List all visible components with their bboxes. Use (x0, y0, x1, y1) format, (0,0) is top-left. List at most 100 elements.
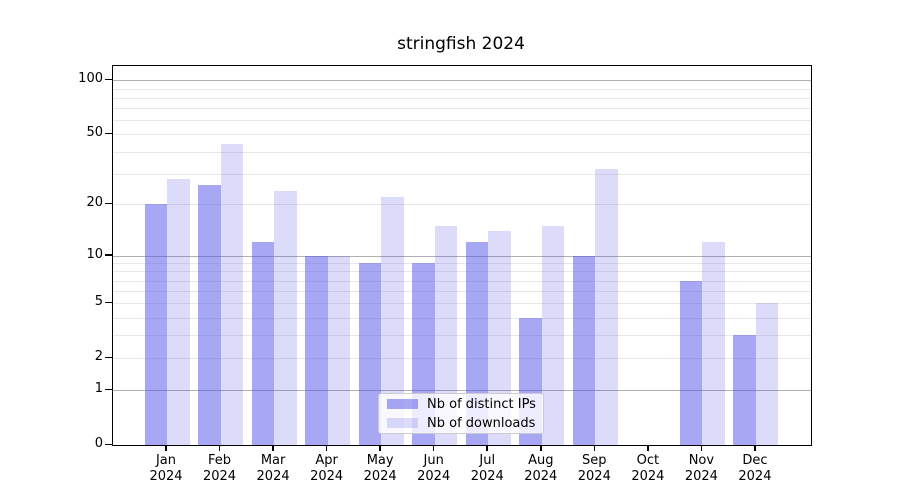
legend-swatch-downloads (387, 418, 418, 428)
bar-downloads-jan (167, 178, 190, 445)
x-tick-year: 2024 (470, 469, 504, 484)
gridline-minor (113, 108, 811, 110)
x-tick-year: 2024 (684, 469, 718, 484)
x-tick-mark (540, 445, 542, 451)
y-tick-mark (105, 254, 112, 256)
x-tick-mark (593, 445, 596, 451)
gridline-minor (113, 280, 811, 282)
gridline-minor (113, 263, 811, 265)
bar-distinct-ips-mar (251, 242, 275, 445)
bar-distinct-ips-dec (733, 335, 756, 445)
x-tick-label-sep: Sep 2024 (564, 453, 624, 485)
x-tick-year: 2024 (202, 469, 237, 484)
x-tick-label-jan: Jan 2024 (136, 453, 196, 485)
gridline-minor (113, 173, 811, 175)
bar-downloads-nov (702, 242, 725, 445)
y-tick-label: 20 (86, 195, 103, 211)
bar-distinct-ips-jan (144, 204, 167, 445)
x-tick-month: Oct (636, 453, 660, 468)
bar-downloads-feb (220, 144, 244, 445)
bar-downloads-aug (541, 225, 565, 445)
x-tick-month: Dec (742, 453, 768, 468)
bar-downloads-mar (274, 190, 297, 445)
bar-distinct-ips-sep (572, 255, 596, 445)
gridline-minor (113, 358, 811, 360)
gridline-minor (113, 303, 811, 305)
x-tick-mark (379, 445, 381, 451)
bar-distinct-ips-nov (679, 280, 703, 445)
gridline-minor (113, 151, 811, 153)
y-tick-label: 10 (86, 246, 103, 262)
y-tick-label: 50 (86, 125, 103, 141)
x-tick-label-nov: Nov 2024 (671, 453, 731, 485)
bar-downloads-sep (595, 168, 618, 445)
bar-downloads-dec (755, 303, 779, 445)
legend-item-downloads: Nb of downloads (387, 416, 537, 431)
x-tick-label-mar: Mar 2024 (243, 453, 303, 485)
x-tick-label-oct: Oct 2024 (618, 453, 678, 485)
x-tick-label-may: May 2024 (350, 453, 410, 485)
x-tick-year: 2024 (524, 469, 558, 484)
x-tick-label-dec: Dec 2024 (725, 453, 785, 485)
legend-label-distinct-ips: Nb of distinct IPs (427, 396, 536, 412)
gridline-minor (113, 271, 811, 273)
y-tick-label: 5 (94, 294, 103, 310)
x-tick-mark (700, 445, 703, 451)
x-tick-mark (486, 445, 488, 451)
y-tick-mark (105, 301, 112, 304)
x-tick-year: 2024 (256, 469, 290, 484)
bar-downloads-apr (327, 255, 351, 445)
gridline-major (113, 390, 811, 392)
x-tick-month: Jan (155, 453, 177, 468)
x-tick-year: 2024 (149, 469, 183, 484)
x-tick-mark (272, 445, 274, 451)
x-tick-label-aug: Aug 2024 (511, 453, 571, 485)
gridline-minor (113, 335, 811, 337)
bar-downloads-jun (434, 225, 458, 445)
x-tick-month: Nov (688, 453, 715, 468)
x-tick-year: 2024 (738, 469, 772, 484)
x-tick-year: 2024 (577, 469, 611, 484)
x-tick-month: Mar (260, 453, 286, 468)
gridline-minor (113, 120, 811, 122)
gridline-minor (113, 88, 811, 90)
bar-distinct-ips-apr (305, 255, 328, 445)
plot-area (112, 65, 812, 446)
y-tick-mark (105, 388, 112, 391)
x-tick-month: Sep (582, 453, 607, 468)
gridline-major (113, 80, 811, 82)
y-tick-mark (105, 356, 112, 359)
y-tick-label: 1 (94, 381, 103, 397)
x-tick-mark (165, 445, 167, 451)
x-tick-mark (218, 445, 221, 451)
x-tick-month: Jul (479, 453, 496, 468)
x-tick-mark (325, 445, 328, 451)
y-tick-label: 100 (78, 71, 103, 87)
x-tick-label-apr: Apr 2024 (297, 453, 357, 485)
bar-distinct-ips-feb (198, 184, 221, 445)
legend-swatch-distinct-ips (387, 399, 418, 409)
legend: Nb of distinct IPs Nb of downloads (378, 393, 544, 434)
x-tick-year: 2024 (631, 469, 665, 484)
gridline-minor (113, 204, 811, 206)
bar-downloads-jul (488, 231, 511, 445)
bar-distinct-ips-may (358, 263, 382, 445)
x-tick-year: 2024 (363, 469, 397, 484)
y-tick-mark (105, 202, 112, 205)
gridline-minor (113, 317, 811, 319)
x-tick-month: Aug (528, 453, 554, 468)
x-tick-month: Apr (315, 453, 338, 468)
x-tick-label-jul: Jul 2024 (457, 453, 517, 485)
x-tick-mark (647, 445, 649, 451)
y-tick-mark (105, 132, 112, 135)
x-tick-label-jun: Jun 2024 (404, 453, 464, 485)
chart-title: stringfish 2024 (397, 34, 525, 54)
legend-label-downloads: Nb of downloads (427, 415, 536, 431)
x-tick-year: 2024 (310, 469, 344, 484)
legend-item-distinct-ips: Nb of distinct IPs (387, 397, 537, 412)
gridline-major (113, 255, 811, 257)
x-tick-label-feb: Feb 2024 (190, 453, 250, 485)
y-tick-mark (105, 78, 112, 81)
gridline-minor (113, 134, 811, 136)
